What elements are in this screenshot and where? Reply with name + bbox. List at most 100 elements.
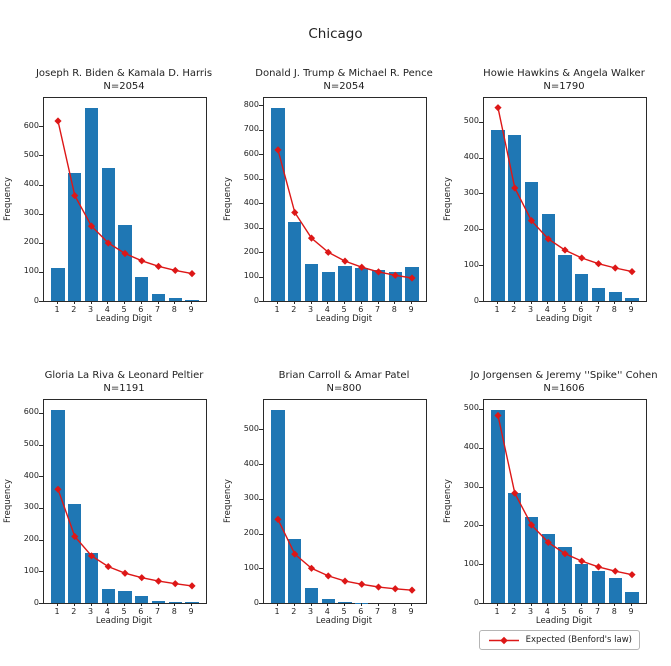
x-axis-tick-labels: 1 2 3 4 5 6 7 8 9: [43, 301, 205, 314]
frequency-bar: [491, 409, 505, 603]
expected-diamond-marker: [104, 562, 112, 571]
frequency-bar: [338, 601, 352, 603]
x-tick-mark: [107, 301, 109, 304]
y-tick-label: 100: [23, 266, 39, 276]
expected-diamond-marker: [307, 564, 316, 572]
expected-diamond-marker: [374, 268, 383, 276]
x-tick-mark: [327, 603, 329, 606]
y-tick-label: 400: [23, 470, 39, 480]
axes: [479, 399, 647, 604]
x-tick-mark: [293, 603, 295, 606]
y-tick-label: 300: [463, 187, 479, 197]
expected-diamond-marker: [341, 577, 349, 585]
x-tick-mark: [597, 301, 599, 304]
y-tick-mark: [39, 271, 43, 273]
y-tick-mark: [39, 155, 43, 157]
y-tick-mark: [259, 227, 263, 229]
x-tick-mark: [513, 603, 515, 606]
x-tick-mark: [360, 603, 362, 606]
x-tick-label: 9: [408, 607, 414, 616]
subplot: Joseph R. Biden & Kamala D. Harris N=205…: [0, 67, 220, 326]
frequency-bar: [151, 293, 166, 301]
x-tick-label: 2: [511, 607, 517, 616]
y-tick-mark: [479, 486, 483, 488]
frequency-bar: [608, 291, 622, 301]
x-tick-mark: [497, 301, 498, 304]
x-tick-label: 1: [274, 305, 280, 314]
x-tick-mark: [631, 603, 632, 606]
x-tick-mark: [394, 603, 396, 606]
frequency-bar: [51, 409, 65, 603]
x-tick-label: 5: [121, 305, 127, 314]
axes: [39, 399, 207, 604]
frequency-bar: [388, 272, 402, 301]
expected-diamond-marker: [391, 271, 399, 279]
x-tick-label: 2: [71, 607, 77, 616]
x-tick-label: 1: [494, 305, 500, 314]
x-tick-mark: [277, 301, 278, 304]
frequency-bar: [304, 588, 319, 603]
x-tick-label: 8: [171, 607, 177, 616]
benford-expected-line: [274, 515, 416, 594]
expected-diamond-marker: [544, 538, 552, 547]
benford-expected-line: [54, 485, 196, 590]
x-tick-mark: [377, 603, 379, 606]
expected-diamond-marker: [54, 485, 62, 493]
y-tick-label: 500: [463, 116, 479, 126]
axes: [479, 97, 647, 302]
y-tick-mark: [479, 265, 483, 267]
y-tick-label: 500: [463, 403, 479, 413]
x-tick-label: 7: [374, 607, 381, 616]
subplot-grid: Joseph R. Biden & Kamala D. Harris N=205…: [0, 67, 660, 628]
frequency-bar: [575, 564, 589, 603]
expected-diamond-marker: [628, 267, 636, 276]
x-tick-mark: [191, 603, 192, 606]
expected-diamond-marker: [291, 208, 299, 217]
x-tick-label: 9: [408, 305, 414, 314]
expected-diamond-marker: [527, 217, 536, 225]
frequency-bar: [355, 267, 369, 301]
y-axis-tick-labels: 0 100 200 300 400 500: [440, 399, 479, 606]
x-axis-label: Leading Digit: [95, 616, 153, 626]
benford-expected-line: [274, 146, 416, 282]
x-tick-mark: [124, 603, 125, 606]
x-tick-mark: [580, 301, 582, 304]
y-tick-label: 100: [463, 558, 479, 568]
y-tick-mark: [39, 126, 43, 128]
axes: [259, 399, 427, 604]
frequency-bar: [508, 135, 522, 301]
frequency-bar: [508, 493, 522, 603]
y-tick-label: 500: [23, 149, 39, 159]
x-tick-mark: [497, 603, 498, 606]
y-tick-label: 400: [23, 179, 39, 188]
y-tick-label: 300: [23, 502, 39, 512]
frequency-bar: [288, 221, 302, 301]
x-tick-mark: [547, 301, 549, 304]
expected-diamond-marker: [154, 577, 163, 585]
expected-diamond-marker: [374, 583, 383, 591]
expected-diamond-marker: [341, 257, 349, 265]
y-tick-label: 100: [243, 562, 259, 572]
y-tick-mark: [259, 498, 263, 500]
x-tick-label: 3: [307, 305, 314, 314]
expected-diamond-marker: [274, 146, 282, 154]
subplot: Gloria La Riva & Leonard Peltier N=1191 …: [0, 369, 220, 628]
expected-diamond-marker: [578, 557, 586, 565]
expected-diamond-marker: [71, 191, 79, 200]
y-tick-mark: [259, 105, 263, 107]
y-tick-label: 300: [463, 481, 479, 491]
frequency-bar: [151, 601, 166, 603]
x-tick-label: 1: [54, 305, 60, 314]
frequency-bar: [304, 263, 319, 301]
expected-diamond-marker: [561, 550, 569, 558]
y-tick-mark: [39, 184, 43, 186]
expected-diamond-marker: [324, 572, 332, 580]
y-tick-mark: [259, 603, 263, 604]
y-tick-mark: [39, 444, 43, 446]
x-tick-label: 5: [341, 607, 347, 616]
frequency-bar: [558, 547, 572, 603]
x-tick-mark: [57, 603, 58, 606]
frequency-bar: [168, 602, 182, 603]
expected-diamond-marker: [171, 266, 179, 275]
y-tick-mark: [259, 533, 263, 535]
